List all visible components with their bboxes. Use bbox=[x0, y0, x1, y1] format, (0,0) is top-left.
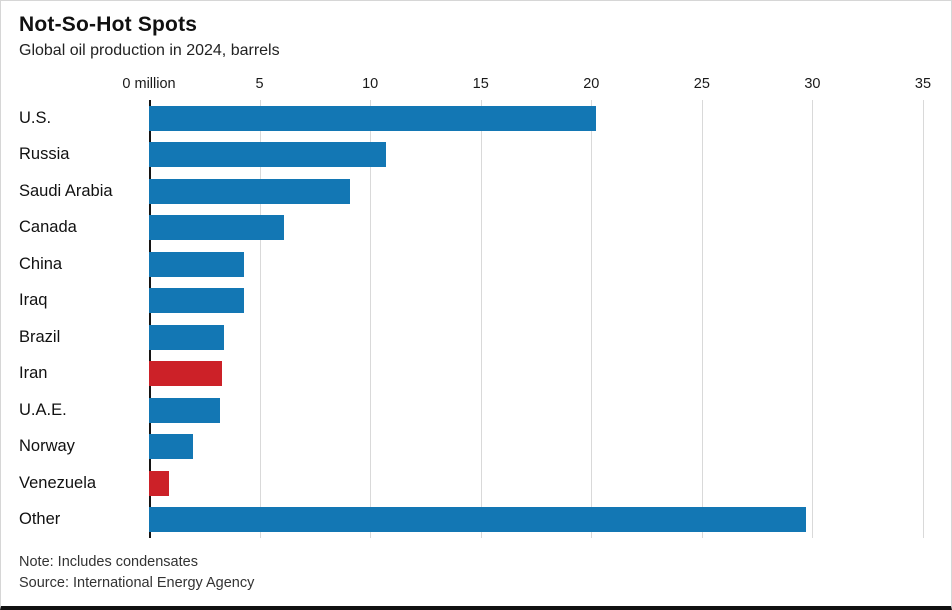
x-tick-label: 5 bbox=[255, 76, 264, 92]
zero-baseline bbox=[149, 100, 151, 538]
gridline bbox=[923, 100, 924, 538]
bar-row bbox=[149, 137, 923, 174]
bar-row bbox=[149, 283, 923, 320]
bar-brazil bbox=[149, 324, 225, 350]
bar-iran bbox=[149, 361, 222, 387]
footnotes: Note: Includes condensates Source: Inter… bbox=[19, 552, 933, 594]
bar-row bbox=[149, 392, 923, 429]
x-tick-label: 25 bbox=[693, 76, 710, 92]
category-label: Norway bbox=[19, 437, 75, 456]
bar-row bbox=[149, 356, 923, 393]
plot-area bbox=[149, 100, 924, 538]
bar-row bbox=[149, 173, 923, 210]
category-label: Russia bbox=[19, 145, 70, 164]
bar-china bbox=[149, 251, 245, 277]
category-label: Saudi Arabia bbox=[19, 181, 113, 200]
bar-row bbox=[149, 210, 923, 247]
category-labels-column: U.S. Russia Saudi Arabia Canada China Iraq Bra… bbox=[19, 100, 149, 538]
x-tick-label: 30 bbox=[804, 76, 821, 92]
bar-row bbox=[149, 319, 923, 356]
x-tick-label: 35 bbox=[914, 76, 932, 92]
bar-u-s bbox=[149, 105, 596, 131]
gridline bbox=[701, 100, 703, 538]
gridline bbox=[480, 100, 482, 538]
category-label: Venezuela bbox=[19, 473, 97, 492]
category-label: Other bbox=[19, 510, 61, 529]
chart-title: Not-So-Hot Spots bbox=[19, 13, 198, 36]
bar-canada bbox=[149, 215, 284, 241]
bar-row bbox=[149, 429, 923, 466]
gridline bbox=[812, 100, 814, 538]
x-tick-label: 15 bbox=[472, 76, 489, 92]
bar-other bbox=[149, 507, 806, 533]
x-tick-label: 20 bbox=[583, 76, 600, 92]
bar-iraq bbox=[149, 288, 245, 314]
category-label: Iraq bbox=[19, 291, 48, 310]
chart-source: Source: International Energy Agency bbox=[19, 575, 255, 591]
bar-row bbox=[149, 465, 923, 502]
bar-saudi-arabia bbox=[149, 178, 351, 204]
category-label: U.S. bbox=[19, 108, 52, 127]
chart-body: U.S. Russia Saudi Arabia Canada China Iraq Bra… bbox=[19, 100, 933, 538]
category-label: Brazil bbox=[19, 327, 61, 346]
bar-row bbox=[149, 100, 923, 137]
bar-u-a-e bbox=[149, 397, 220, 423]
x-tick-label: 0 million bbox=[122, 76, 176, 92]
category-label: China bbox=[19, 254, 63, 273]
bar-row bbox=[149, 246, 923, 283]
bar-russia bbox=[149, 142, 386, 168]
category-label: Canada bbox=[19, 218, 77, 237]
gridline bbox=[259, 100, 261, 538]
bar-chart: 0 million 5 10 15 20 25 30 35 U.S. Russia Saudi A… bbox=[19, 76, 933, 538]
chart-subtitle: Global oil production in 2024, barrels bbox=[19, 42, 280, 59]
category-label: Iran bbox=[19, 364, 48, 383]
bar-row bbox=[149, 502, 923, 539]
bar-norway bbox=[149, 434, 194, 460]
x-tick-label: 10 bbox=[362, 76, 379, 92]
x-axis: 0 million 5 10 15 20 25 30 35 bbox=[122, 76, 931, 100]
category-label: U.A.E. bbox=[19, 400, 67, 419]
chart-note: Note: Includes condensates bbox=[19, 554, 198, 570]
bar-rows bbox=[149, 100, 923, 538]
bar-venezuela bbox=[149, 470, 169, 496]
gridline bbox=[370, 100, 372, 538]
gridline bbox=[591, 100, 593, 538]
